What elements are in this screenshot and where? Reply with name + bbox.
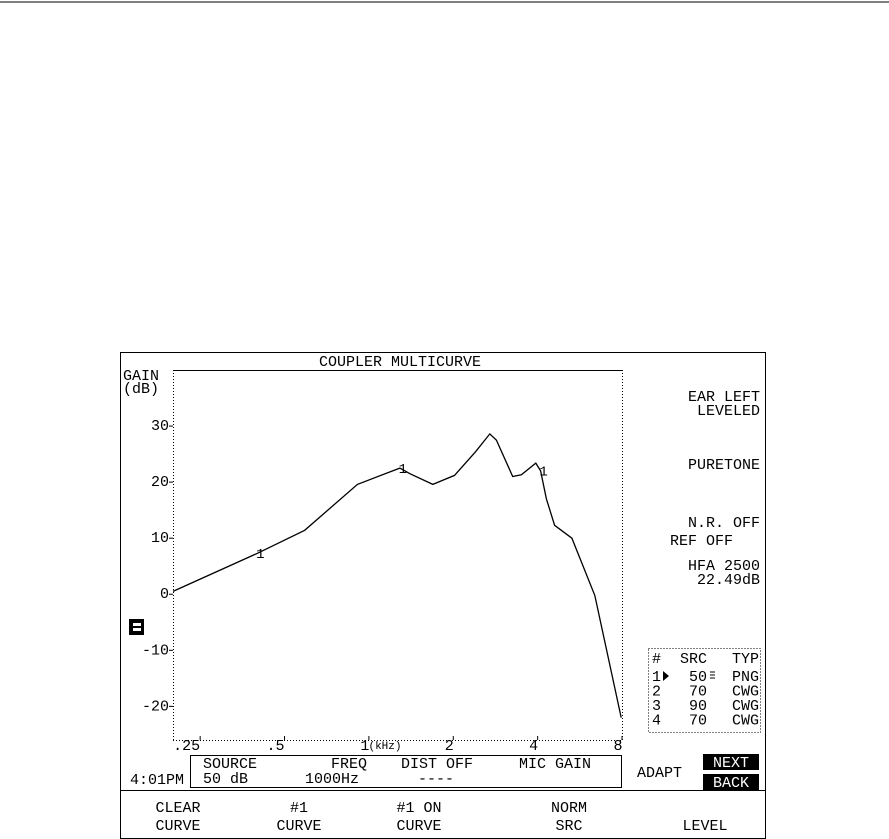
- menu-item[interactable]: LEVEL: [682, 818, 727, 835]
- noise-reduction: N.R. OFF: [688, 515, 760, 532]
- y-axis-unit: (dB): [123, 381, 159, 398]
- next-button[interactable]: NEXT: [713, 755, 749, 772]
- curve-label: 1: [256, 547, 264, 563]
- reference: REF OFF: [670, 533, 733, 550]
- hfa: HFA 2500: [688, 558, 760, 575]
- source-label: SOURCE: [203, 756, 257, 773]
- freq-label: FREQ: [331, 756, 367, 773]
- table-cell: 70: [689, 712, 707, 729]
- back-button[interactable]: BACK: [713, 775, 749, 792]
- source-value: 50 dB: [203, 771, 248, 788]
- x-tick-label: 1: [360, 738, 369, 755]
- y-tick-label: -10: [142, 642, 169, 659]
- menu-item[interactable]: SRC: [555, 818, 582, 835]
- table-cell: CWG: [732, 698, 759, 715]
- row-mark: [710, 671, 715, 679]
- table-cell: CWG: [732, 712, 759, 729]
- chart-title: COUPLER MULTICURVE: [319, 354, 481, 371]
- back-bg: [703, 774, 759, 791]
- dist-value: ----: [418, 771, 454, 788]
- x-tick-label: .25: [173, 738, 200, 755]
- menu-item[interactable]: #1: [290, 800, 308, 817]
- leveled: LEVELED: [697, 403, 760, 420]
- table-cell: 2: [652, 683, 661, 700]
- curve-label: 1: [539, 465, 547, 481]
- hfa-value: 22.49dB: [697, 572, 760, 589]
- x-tick-label: 8: [613, 738, 622, 755]
- ear: EAR LEFT: [688, 389, 760, 406]
- x-tick-label: .5: [267, 738, 285, 755]
- menu-item[interactable]: CURVE: [155, 818, 200, 835]
- table-cell: 90: [689, 698, 707, 715]
- table-cell: CWG: [732, 683, 759, 700]
- dist-label: DIST OFF: [401, 756, 473, 773]
- menu-item[interactable]: #1 ON: [396, 800, 441, 817]
- curve-label: 1: [399, 462, 407, 478]
- plot: 30 20 10 0 -10 -20 .25 .5 1 2 4 8 1 1 1: [142, 418, 623, 755]
- table-header: SRC: [680, 651, 707, 668]
- table-cell: 70: [689, 683, 707, 700]
- x-tick-label: 2: [445, 738, 454, 755]
- curve: [172, 432, 622, 718]
- y-tick-label: -20: [142, 698, 169, 715]
- menu-item[interactable]: CLEAR: [155, 800, 200, 817]
- table-cell: 50: [689, 669, 707, 686]
- x-tick-label: 4: [529, 738, 538, 755]
- table-header: #: [652, 651, 661, 668]
- menu-item[interactable]: CURVE: [276, 818, 321, 835]
- y-tick-label: 20: [151, 474, 169, 491]
- y-tick-label: 10: [151, 530, 169, 547]
- table-cell: 1: [652, 669, 661, 686]
- table-cell: 4: [652, 712, 661, 729]
- mode-icon: [129, 619, 144, 635]
- settings-box: [190, 755, 622, 788]
- row-pointer: [663, 671, 669, 681]
- next-bg: [703, 754, 759, 770]
- table-header: TYP: [732, 651, 759, 668]
- freq-value: 1000Hz: [305, 771, 359, 788]
- menu-item[interactable]: CURVE: [396, 818, 441, 835]
- x-axis-label: (kHz): [368, 741, 401, 753]
- adapt: ADAPT: [637, 765, 682, 782]
- table-cell: PNG: [732, 669, 759, 686]
- y-axis-label: GAIN: [123, 368, 159, 385]
- signal: PURETONE: [688, 457, 760, 474]
- y-tick-label: 0: [160, 586, 169, 603]
- y-tick-label: 30: [151, 418, 169, 435]
- mic-label: MIC GAIN: [519, 756, 591, 773]
- time: 4:01PM: [130, 772, 184, 789]
- menu-item[interactable]: NORM: [551, 800, 587, 817]
- source-table-box: [648, 648, 761, 733]
- table-cell: 3: [652, 698, 661, 715]
